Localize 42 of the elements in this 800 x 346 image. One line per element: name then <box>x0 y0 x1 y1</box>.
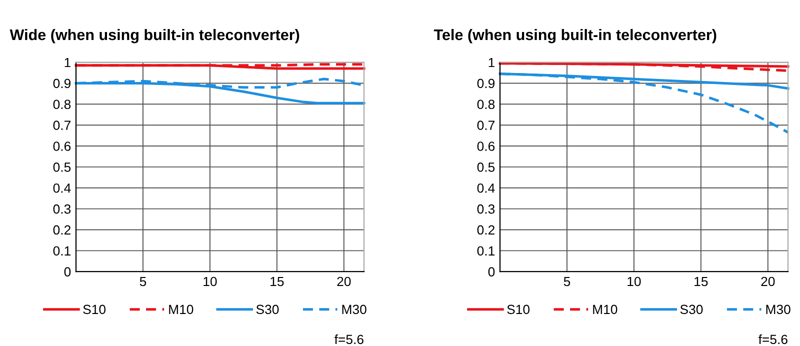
y-tick-label: 0.1 <box>477 246 494 256</box>
x-tick-label: 15 <box>694 276 708 286</box>
y-tick-label: 0.3 <box>53 204 71 214</box>
x-tick-label: 20 <box>761 276 775 286</box>
y-tick-label: 0.2 <box>53 225 70 235</box>
x-tick-label: 5 <box>140 276 146 286</box>
y-tick-label: 0.9 <box>53 78 71 88</box>
legend-label: M10 <box>169 304 194 314</box>
legend-label: S10 <box>507 304 530 314</box>
x-tick-label: 20 <box>337 276 351 286</box>
y-tick-label: 0.6 <box>53 142 71 151</box>
y-tick-label: 0 <box>488 267 495 277</box>
legend-label: S30 <box>256 304 279 314</box>
x-tick-label: 10 <box>204 276 217 286</box>
text: f=5.6 <box>334 334 364 344</box>
chart-title: Wide (when using built-in teleconverter) <box>10 28 300 44</box>
x-tick-label: 10 <box>628 276 641 286</box>
y-tick-label: 0.7 <box>53 120 70 130</box>
y-tick-label: 0.7 <box>477 120 494 130</box>
chart-title: Tele (when using built-in teleconverter) <box>434 28 716 44</box>
legend-label: M10 <box>593 304 618 314</box>
y-tick-label: 0.8 <box>477 100 495 110</box>
y-tick-label: 0.4 <box>477 183 495 193</box>
y-tick-label: 0.6 <box>477 142 495 151</box>
y-tick-label: 0.4 <box>53 183 71 193</box>
legend-label: M30 <box>766 304 790 314</box>
x-tick-label: 5 <box>564 276 570 286</box>
text: f=5.6 <box>758 334 788 344</box>
y-tick-label: 1 <box>64 58 70 68</box>
y-tick-label: 0.9 <box>477 78 495 88</box>
y-tick-label: 0.1 <box>53 246 70 256</box>
y-tick-label: 0.8 <box>53 100 71 110</box>
y-tick-label: 1 <box>488 58 494 68</box>
y-tick-label: 0.2 <box>477 225 494 235</box>
y-tick-label: 0.3 <box>477 204 495 214</box>
legend-label: S30 <box>680 304 703 314</box>
x-tick-label: 15 <box>270 276 284 286</box>
y-tick-label: 0.5 <box>477 162 495 172</box>
y-tick-label: 0 <box>64 267 71 277</box>
legend-label: M30 <box>342 304 366 314</box>
y-tick-label: 0.5 <box>53 162 71 172</box>
legend-label: S10 <box>83 304 106 314</box>
